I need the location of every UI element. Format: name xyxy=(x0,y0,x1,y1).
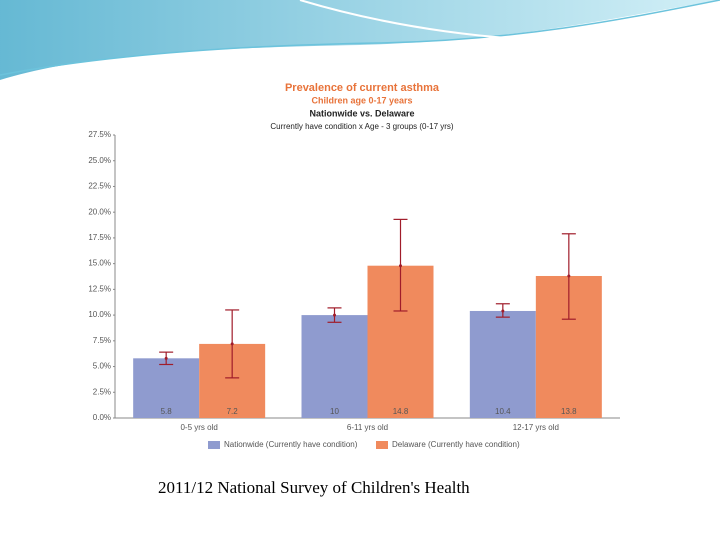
y-tick-label: 7.5% xyxy=(93,336,111,345)
chart-title: Prevalence of current asthma xyxy=(285,82,440,94)
x-tick-label: 6-11 yrs old xyxy=(347,423,388,432)
legend-swatch xyxy=(376,441,388,449)
bar xyxy=(469,310,536,418)
footer: 2011/12 National Survey of Children's He… xyxy=(158,478,470,497)
point xyxy=(399,264,402,268)
y-tick-label: 22.5% xyxy=(88,182,111,191)
header-line xyxy=(0,0,720,76)
value-label: 10 xyxy=(330,407,339,416)
y-tick-label: 17.5% xyxy=(88,233,111,242)
x-tick-label: 12-17 yrs old xyxy=(513,423,559,432)
bar xyxy=(301,315,368,418)
x-tick-label: 0-5 yrs old xyxy=(180,423,217,432)
y-tick-label: 15.0% xyxy=(88,259,111,268)
point xyxy=(501,309,505,313)
bar xyxy=(133,358,200,418)
header-wave xyxy=(0,0,720,80)
point xyxy=(567,274,571,278)
legend-label: Nationwide (Currently have condition) xyxy=(224,440,358,449)
y-tick-label: 2.5% xyxy=(93,387,111,396)
point xyxy=(230,342,234,346)
y-tick-label: 27.5% xyxy=(88,130,111,139)
y-tick-label: 5.0% xyxy=(93,362,111,371)
value-label: 14.8 xyxy=(393,407,409,416)
y-tick-label: 12.5% xyxy=(88,284,111,293)
value-label: 7.2 xyxy=(227,407,239,416)
chart-subtitle: Nationwide vs. Delaware xyxy=(309,108,414,118)
point xyxy=(164,356,168,360)
value-label: 5.8 xyxy=(161,407,173,416)
y-tick-label: 20.0% xyxy=(88,207,111,216)
header-line xyxy=(299,0,561,41)
y-tick-label: 25.0% xyxy=(88,156,111,165)
legend-label: Delaware (Currently have condition) xyxy=(392,440,520,449)
chart-subtitle: Currently have condition x Age - 3 group… xyxy=(270,122,454,131)
value-label: 13.8 xyxy=(561,407,577,416)
legend-swatch xyxy=(208,441,220,449)
point xyxy=(333,313,336,317)
y-tick-label: 10.0% xyxy=(88,310,111,319)
y-tick-label: 0.0% xyxy=(93,413,111,422)
chart-subtitle: Children age 0-17 years xyxy=(311,95,412,105)
value-label: 10.4 xyxy=(495,407,511,416)
